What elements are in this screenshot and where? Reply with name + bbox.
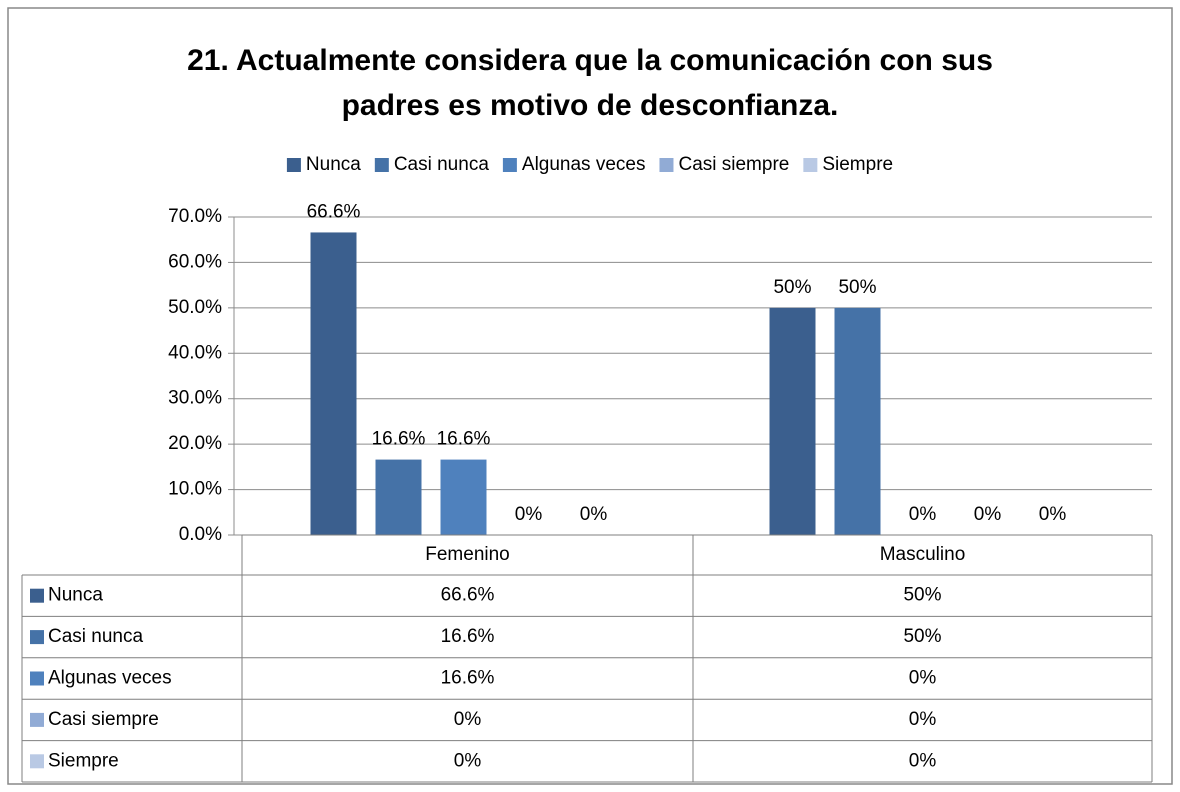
- bar: [440, 459, 487, 535]
- table-cell: 50%: [903, 626, 941, 647]
- chart-border: [7, 7, 1173, 785]
- chart-title: padres es motivo de desconfianza.: [342, 89, 839, 122]
- data-label: 50%: [773, 277, 811, 298]
- y-tick-label: 50.0%: [168, 297, 222, 318]
- y-tick-label: 20.0%: [168, 433, 222, 454]
- data-label: 50%: [838, 277, 876, 298]
- table-row-label: Nunca: [48, 585, 103, 606]
- table-row-label: Casi siempre: [48, 709, 159, 730]
- data-label: 0%: [580, 504, 608, 525]
- table-row-label: Siempre: [48, 750, 119, 771]
- data-label: 16.6%: [437, 429, 491, 450]
- x-tick-label: Masculino: [880, 544, 966, 565]
- legend-swatch: [30, 671, 44, 686]
- y-tick-label: 70.0%: [168, 206, 222, 227]
- x-tick-label: Femenino: [425, 544, 510, 565]
- data-label: 0%: [974, 504, 1002, 525]
- data-label: 0%: [909, 504, 937, 525]
- bar: [834, 307, 881, 535]
- y-tick-label: 30.0%: [168, 388, 222, 409]
- legend-swatch: [659, 158, 674, 172]
- legend-label: Nunca: [306, 154, 361, 175]
- y-tick-label: 10.0%: [168, 479, 222, 500]
- legend-swatch: [30, 754, 44, 769]
- legend-swatch: [803, 158, 818, 172]
- bar: [375, 459, 422, 535]
- table-cell: 0%: [909, 668, 937, 689]
- data-label: 0%: [515, 504, 543, 525]
- data-label: 66.6%: [307, 201, 361, 222]
- legend-label: Siempre: [822, 154, 893, 175]
- bar: [310, 232, 357, 535]
- y-tick-label: 0.0%: [179, 524, 222, 545]
- legend-swatch: [30, 630, 44, 645]
- table-row-label: Algunas veces: [48, 668, 172, 689]
- legend-swatch: [286, 158, 301, 172]
- table-cell: 0%: [909, 709, 937, 730]
- table-row-label: Casi nunca: [48, 626, 143, 647]
- chart-title: 21. Actualmente considera que la comunic…: [187, 44, 993, 77]
- table-cell: 0%: [454, 750, 482, 771]
- legend-swatch: [502, 158, 517, 172]
- legend-swatch: [30, 588, 44, 603]
- legend-swatch: [30, 712, 44, 727]
- legend-label: Algunas veces: [522, 154, 646, 175]
- legend-swatch: [374, 158, 389, 172]
- legend-label: Casi siempre: [678, 154, 789, 175]
- data-label: 16.6%: [372, 429, 426, 450]
- y-tick-label: 40.0%: [168, 342, 222, 363]
- table-cell: 50%: [903, 585, 941, 606]
- table-cell: 0%: [454, 709, 482, 730]
- table-cell: 0%: [909, 750, 937, 771]
- bar: [769, 307, 816, 535]
- table-cell: 66.6%: [441, 585, 495, 606]
- data-label: 0%: [1039, 504, 1067, 525]
- table-cell: 16.6%: [441, 668, 495, 689]
- legend-label: Casi nunca: [394, 154, 489, 175]
- table-cell: 16.6%: [441, 626, 495, 647]
- y-tick-label: 60.0%: [168, 251, 222, 272]
